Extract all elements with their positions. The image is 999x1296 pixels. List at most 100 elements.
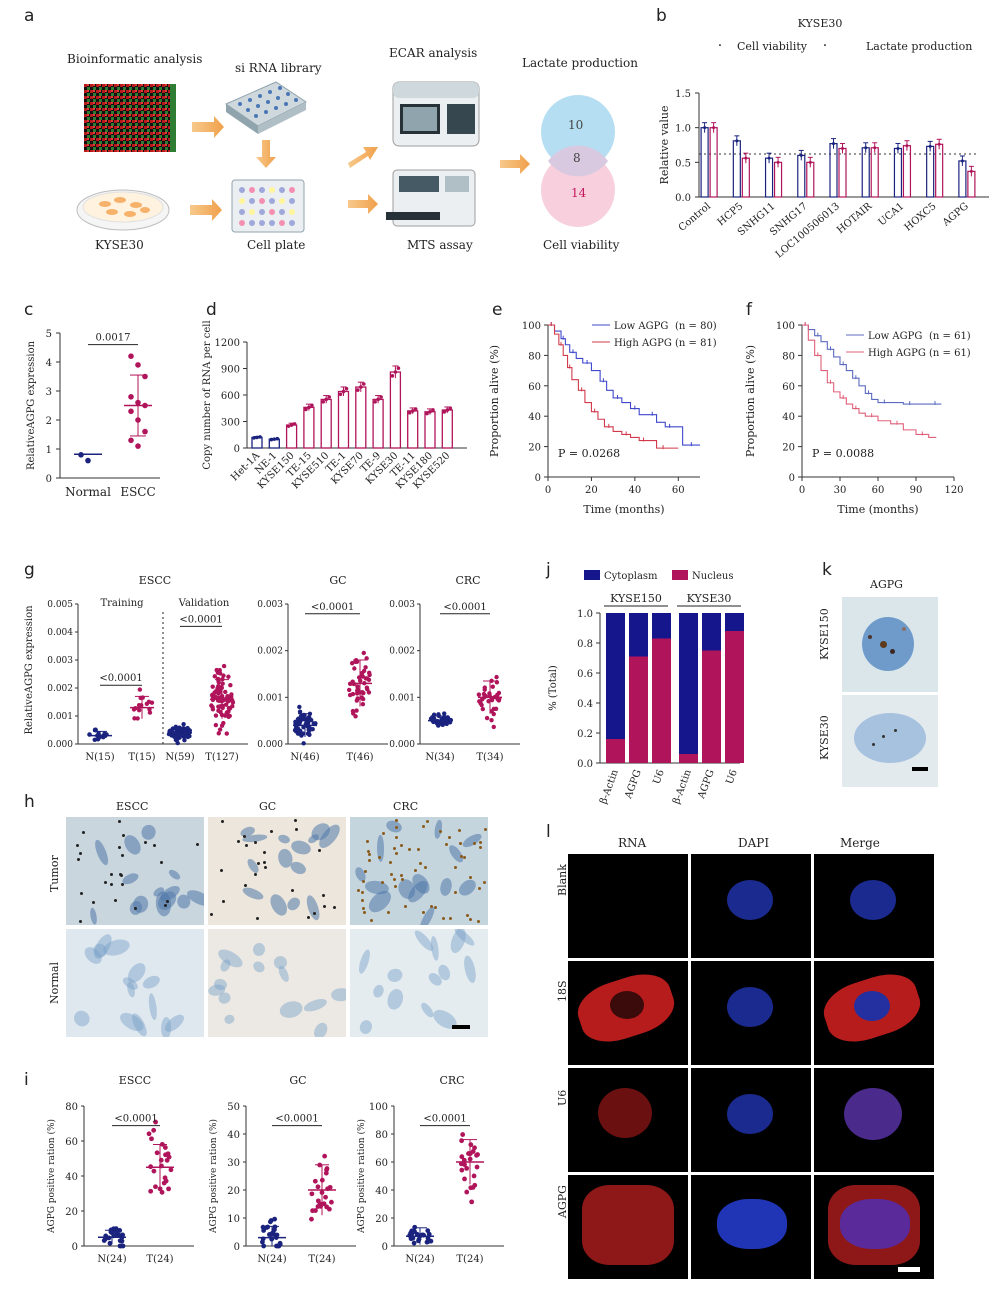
chart-b-category-label: UCA1 [877,201,907,228]
chart-j-category-label: AGPG [623,768,644,801]
chart-j-bar-nucleus [606,739,625,763]
chart-i-point [411,1240,417,1246]
chart-d-point [327,395,331,399]
chart-g-point [306,715,311,720]
lactate-title: Lactate production [522,56,638,70]
chart-i-point [260,1224,266,1230]
chart-i-point [426,1231,432,1237]
chart-f-xtick-label: 60 [872,485,885,496]
chart-i-category-label: T(24) [146,1254,173,1265]
chart-i-point [151,1127,157,1133]
chart-i-ytick-label: 60 [65,1137,78,1148]
chart-d-point [289,423,294,427]
chart-g-point [347,692,353,698]
chart-g-point [360,702,366,707]
chart-g-point [346,687,352,693]
chart-g-point [494,674,499,680]
chart-c-point [135,362,141,368]
ecar-title: ECAR analysis [389,46,478,60]
chart-b-bar [838,147,847,198]
chart-i-point [322,1153,328,1159]
chart-g-group-title: GC [329,574,346,587]
chart-g-point [213,722,219,728]
chart-g-point [226,705,232,711]
arrow-icon [190,199,222,221]
chart-d-point [356,388,360,392]
chart-g-point [217,727,223,732]
venn-lactate-circle [541,95,615,169]
chart-d-ytick-label: 600 [221,391,240,402]
chart-b-bar [700,127,709,198]
chart-g-point [92,737,97,742]
chart-i-group-title: GC [289,1074,306,1087]
chart-j-ytick-label: 0.6 [577,669,593,680]
h-normal-gc-image [208,929,346,1037]
chart-i-category-label: T(24) [308,1254,335,1265]
chart-d-point [442,410,447,414]
chart-i-group-title: CRC [439,1074,464,1087]
chart-b-legend-dot: · [823,38,827,54]
chart-i-pvalue: <0.0001 [423,1114,466,1125]
chart-d-bar [372,398,384,449]
chart-i-point [464,1165,470,1171]
chart-i-point [120,1232,126,1238]
chart-g-point [212,674,218,679]
chart-d-point [321,400,325,404]
chart-d-point [252,436,256,440]
chart-f-xtick-label: 0 [799,485,805,496]
chart-i-point [272,1216,278,1222]
chart-g-point [496,690,502,696]
l-agpg-rna-image [568,1175,688,1279]
arrow-icon [256,140,276,168]
chart-i-point [163,1178,169,1184]
chart-c-ytick-label: 2 [46,416,52,427]
chart-i-group-title: ESCC [119,1074,151,1087]
chart-g-point [221,663,227,669]
chart-f-curve [802,324,942,405]
chart-c-point [142,428,148,435]
chart-j-bar-nucleus [725,631,744,763]
chart-e-legend-label: Low AGPG [614,321,668,332]
chart-g-subtitle: Validation [178,598,230,609]
chart-i-point [472,1145,477,1151]
chart-g-point [137,687,143,692]
chart-g-point [230,703,235,709]
chart-j-bar-cytoplasm [679,613,698,754]
chart-i-point [153,1184,158,1190]
chart-e-ytick-label: 20 [528,443,541,454]
chart-g-point [213,713,219,718]
chart-d-bar [389,371,402,449]
chart-g-point [484,715,490,721]
h-col-escc: ESCC [116,800,149,813]
chart-d-bar [320,398,332,449]
mts-title: MTS assay [407,238,473,252]
chart-g-point [216,708,221,713]
panel-a-label: a [24,6,35,26]
chart-g-point [491,711,496,717]
chart-i-point [326,1206,332,1212]
chart-i-point [470,1185,476,1190]
chart-e-ytick-label: 60 [528,382,541,393]
chart-i-ytick-label: 80 [65,1102,78,1113]
chart-b-point [841,146,844,150]
venn-overlap-count: 8 [573,151,581,165]
chart-g-point [479,702,484,708]
chart-d-point [431,408,435,412]
chart-i-point [462,1162,467,1167]
chart-b-bar [935,143,944,198]
chart-g-ytick-label: 0.000 [257,740,283,750]
chart-i-point [474,1164,480,1170]
seahorse-analyzer-icon [392,81,480,147]
l-blank-merge-image [814,854,934,958]
chart-b-ytick-label: 0.0 [675,193,691,204]
chart-c-point [142,402,148,409]
chart-g-point [136,708,142,713]
chart-g-point [442,711,447,716]
chart-f-ytick-label: 60 [782,382,795,393]
heatmap-image [84,84,176,152]
chart-f-curve [802,324,937,439]
chart-b-point [744,156,748,160]
chart-g-point [220,703,225,709]
chart-g-category-label: N(59) [165,752,194,763]
chart-e: Proportion alive (%) Time (months) 0 20 40 60… [488,321,717,516]
